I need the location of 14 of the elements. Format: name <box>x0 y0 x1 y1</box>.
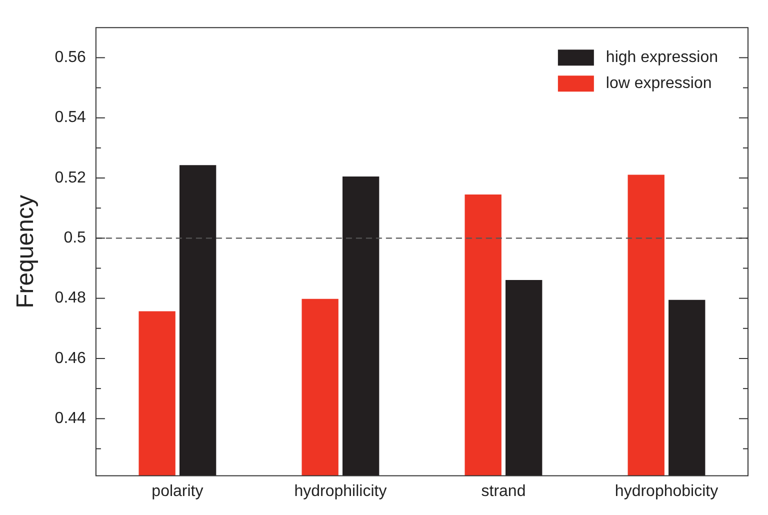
legend-label: high expression <box>606 49 718 66</box>
y-tick-label: 0.52 <box>54 169 86 186</box>
x-tick-label: polarity <box>152 482 204 500</box>
y-tick-label: 0.44 <box>54 410 86 428</box>
y-tick-label: 0.5 <box>64 230 86 247</box>
y-tick-label: 0.46 <box>54 350 86 367</box>
y-tick-label: 0.48 <box>54 290 86 307</box>
legend-label: low expression <box>606 75 712 92</box>
x-tick-label: hydrophobicity <box>614 482 718 500</box>
y-tick-label: 0.56 <box>54 49 86 66</box>
y-tick-label: 0.54 <box>54 109 86 126</box>
y-axis-title: Frequency <box>12 195 40 308</box>
x-tick-label: hydrophilicity <box>294 482 387 500</box>
x-tick-label: strand <box>481 482 526 500</box>
